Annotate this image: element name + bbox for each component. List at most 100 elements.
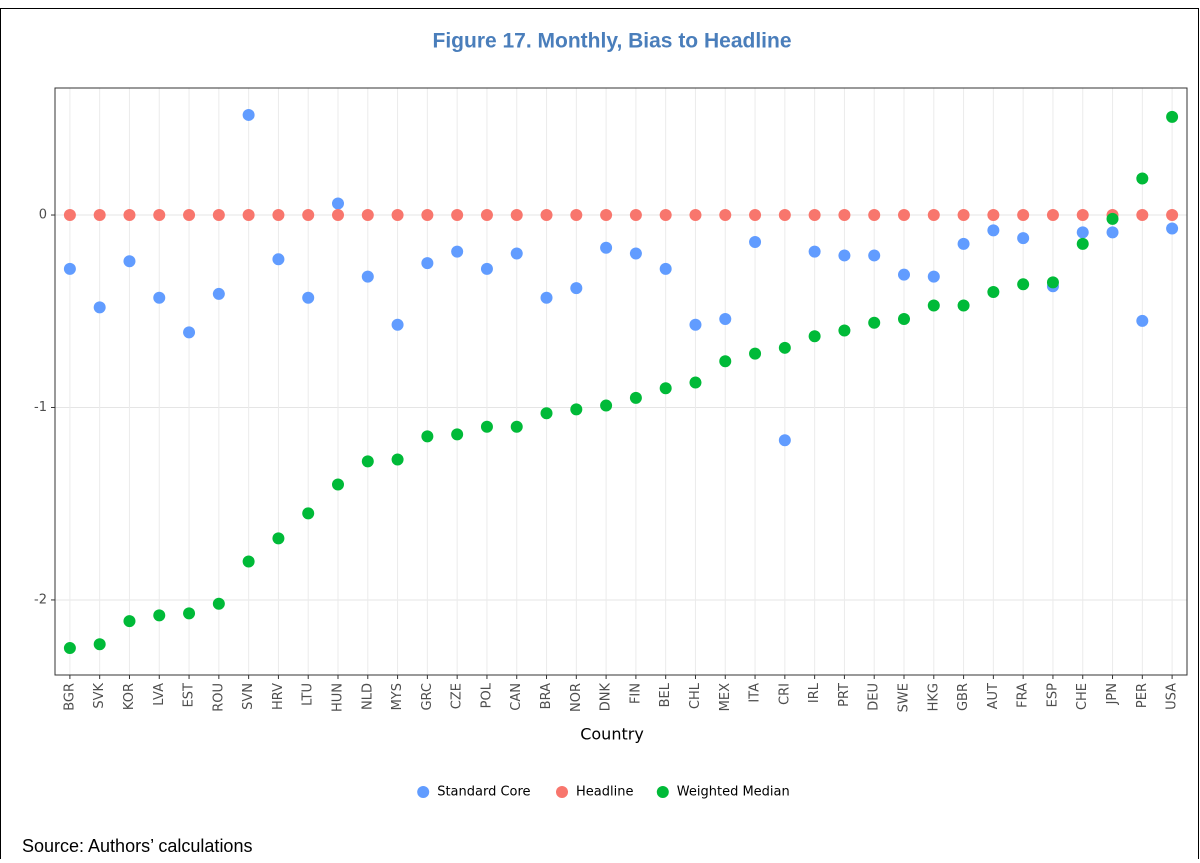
dot xyxy=(302,507,315,520)
x-tick-label: CHL xyxy=(688,682,703,709)
dot xyxy=(689,318,702,331)
dot xyxy=(1046,209,1059,222)
legend-marker xyxy=(656,786,669,798)
dot xyxy=(778,434,791,447)
dot xyxy=(570,209,583,222)
dot xyxy=(63,262,76,275)
dot xyxy=(302,209,315,222)
dot xyxy=(63,209,76,222)
x-tick-label: MEX xyxy=(718,683,733,711)
dot xyxy=(1017,232,1030,245)
x-tick-label: CAN xyxy=(509,683,524,711)
dot xyxy=(987,209,1000,222)
x-tick-label: PRT xyxy=(837,683,852,707)
dot xyxy=(868,249,881,262)
dot xyxy=(778,209,791,222)
dot xyxy=(63,642,76,655)
dot xyxy=(451,428,464,441)
dot xyxy=(1106,226,1119,239)
dot xyxy=(898,209,910,222)
dot xyxy=(1076,237,1089,250)
x-tick-label: CZE xyxy=(450,683,465,709)
dot xyxy=(361,455,374,468)
dot xyxy=(659,262,672,275)
dot xyxy=(391,209,404,222)
legend-label: Weighted Median xyxy=(677,785,790,800)
x-tick-label: ROU xyxy=(211,683,226,712)
dot xyxy=(659,209,672,222)
x-tick-label: LVA xyxy=(152,683,167,706)
x-tick-label: AUT xyxy=(986,683,1001,709)
dot xyxy=(212,287,225,300)
legend-marker xyxy=(556,786,568,798)
x-tick-label: JPN xyxy=(1105,683,1120,705)
dot xyxy=(93,638,106,651)
x-tick-label: GRC xyxy=(420,683,435,711)
x-tick-label: FIN xyxy=(628,683,643,704)
dot xyxy=(391,453,404,466)
x-tick-label: HRV xyxy=(271,683,286,710)
dot xyxy=(480,420,493,433)
dot xyxy=(957,237,970,250)
dot xyxy=(1166,110,1179,123)
dot xyxy=(332,197,344,210)
x-tick-label: BRA xyxy=(539,683,554,709)
dot xyxy=(123,209,136,222)
legend-label: Headline xyxy=(576,785,633,800)
dot xyxy=(421,257,434,270)
x-tick-label: NLD xyxy=(360,683,375,710)
dot xyxy=(183,326,196,339)
dot xyxy=(480,209,493,222)
dot xyxy=(719,209,732,222)
dot xyxy=(749,235,762,248)
dot xyxy=(361,209,374,222)
dot xyxy=(332,478,344,491)
x-tick-label: SVN xyxy=(241,683,256,710)
dot xyxy=(570,403,583,416)
dot xyxy=(272,253,285,266)
dot xyxy=(540,407,553,420)
dot xyxy=(451,245,464,258)
dot xyxy=(898,312,910,325)
dot xyxy=(1166,222,1179,235)
dot xyxy=(570,282,583,295)
dot xyxy=(183,209,196,222)
dot xyxy=(272,532,285,545)
dot xyxy=(332,209,344,222)
dot xyxy=(808,245,821,258)
dot xyxy=(749,347,762,360)
x-tick-label: DNK xyxy=(599,683,614,712)
dot xyxy=(451,209,464,222)
x-tick-label: PER xyxy=(1135,683,1150,708)
x-tick-label: SVK xyxy=(92,683,107,709)
source-note: Source: Authors’ calculations xyxy=(22,836,252,856)
dot xyxy=(957,209,970,222)
dot xyxy=(600,209,613,222)
dot xyxy=(659,382,672,395)
dot xyxy=(480,262,493,275)
dot xyxy=(927,270,940,283)
dot xyxy=(1046,276,1059,289)
legend-label: Standard Core xyxy=(437,785,530,800)
dot xyxy=(689,376,702,389)
dot xyxy=(1166,209,1179,222)
dot xyxy=(689,209,702,222)
dot xyxy=(183,607,196,620)
x-tick-label: IRL xyxy=(807,682,822,703)
dot xyxy=(153,209,166,222)
dot xyxy=(1136,314,1149,327)
dot xyxy=(212,597,225,610)
dot xyxy=(391,318,404,331)
x-tick-label: ITA xyxy=(748,683,763,703)
x-tick-label: POL xyxy=(479,682,494,708)
x-tick-label: KOR xyxy=(122,683,137,710)
dot xyxy=(629,247,642,260)
dot xyxy=(868,316,881,329)
plot-border xyxy=(54,87,1188,676)
dot xyxy=(749,209,762,222)
legend-marker xyxy=(417,786,430,798)
dot xyxy=(898,268,910,281)
dot xyxy=(153,609,166,622)
x-tick-label: LTU xyxy=(301,683,316,706)
